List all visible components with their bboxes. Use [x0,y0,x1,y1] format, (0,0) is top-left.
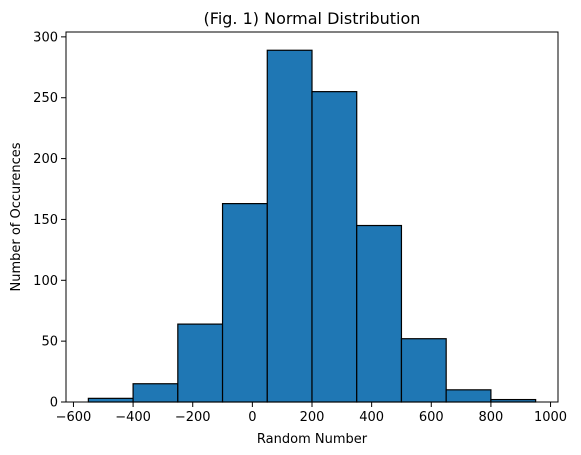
histogram-bar [311,91,358,403]
bars-group [87,49,537,403]
y-axis-label: Number of Occurences [9,142,24,291]
y-tick-label: 200 [33,152,58,167]
x-axis: −600 −400 −200 0 200 400 600 800 1000 [56,402,567,425]
histogram-bar [177,323,224,403]
y-tick-label: 300 [33,30,58,45]
histogram-bar [445,389,492,403]
x-axis-label: Random Number [257,432,368,447]
x-tick-label: −200 [175,410,211,425]
y-tick-label: 100 [33,274,58,289]
histogram-bar [400,338,447,403]
y-tick-label: 0 [50,396,58,411]
x-tick-label: 0 [248,410,256,425]
y-tick-label: 250 [33,91,58,106]
histogram-bar [221,203,268,403]
histogram-bar [132,383,179,403]
y-tick-label: 50 [41,335,58,350]
y-axis: 0 50 100 150 200 250 300 [33,30,66,411]
x-tick-label: 400 [359,410,384,425]
histogram-bar [266,49,313,403]
x-tick-label: 200 [300,410,325,425]
x-tick-label: −400 [115,410,151,425]
y-tick-label: 150 [33,213,58,228]
chart-title: (Fig. 1) Normal Distribution [204,9,421,28]
x-tick-label: 600 [419,410,444,425]
x-tick-label: 1000 [534,410,567,425]
x-tick-label: 800 [478,410,503,425]
x-tick-label: −600 [56,410,92,425]
histogram-bar [87,397,134,403]
histogram-bar [356,224,403,403]
